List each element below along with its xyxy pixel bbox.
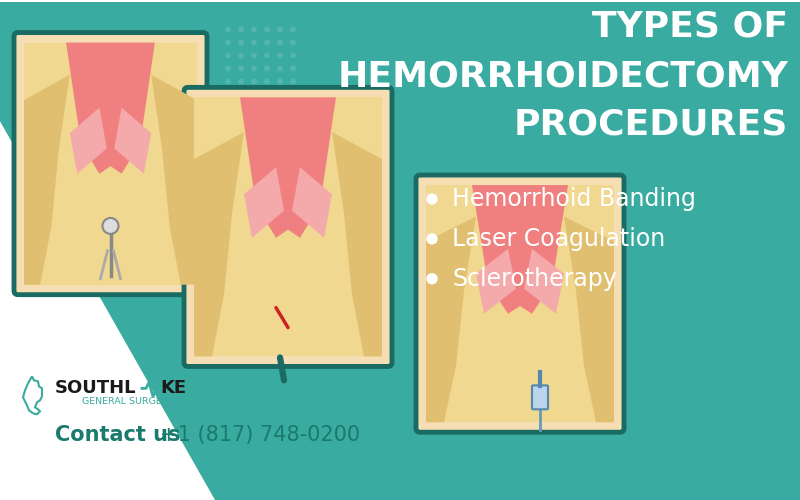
Circle shape <box>278 40 282 44</box>
Circle shape <box>239 79 243 84</box>
Circle shape <box>291 28 295 32</box>
Circle shape <box>427 274 437 283</box>
Circle shape <box>226 40 230 44</box>
Polygon shape <box>240 98 336 238</box>
Polygon shape <box>476 249 516 314</box>
Polygon shape <box>426 216 476 422</box>
Polygon shape <box>200 2 800 500</box>
Circle shape <box>239 28 243 32</box>
FancyBboxPatch shape <box>14 32 207 294</box>
Polygon shape <box>194 98 382 356</box>
Circle shape <box>252 79 256 84</box>
Polygon shape <box>114 108 151 174</box>
Text: PROCEDURES: PROCEDURES <box>514 107 788 141</box>
Text: SOUTHL: SOUTHL <box>55 380 137 398</box>
FancyBboxPatch shape <box>532 386 548 409</box>
Circle shape <box>102 218 118 234</box>
Polygon shape <box>0 2 220 500</box>
Circle shape <box>226 79 230 84</box>
Circle shape <box>278 66 282 70</box>
Polygon shape <box>426 185 614 422</box>
Circle shape <box>239 66 243 70</box>
Polygon shape <box>70 108 107 174</box>
Circle shape <box>239 54 243 58</box>
Text: HEMORRHOIDECTOMY: HEMORRHOIDECTOMY <box>338 60 788 94</box>
Circle shape <box>252 28 256 32</box>
Polygon shape <box>24 74 70 284</box>
Polygon shape <box>524 249 564 314</box>
Circle shape <box>226 66 230 70</box>
Polygon shape <box>292 168 332 238</box>
Polygon shape <box>151 74 197 284</box>
Circle shape <box>265 79 270 84</box>
Circle shape <box>291 40 295 44</box>
Text: Hemorrhoid Banding: Hemorrhoid Banding <box>452 187 696 211</box>
Circle shape <box>226 54 230 58</box>
Circle shape <box>226 28 230 32</box>
Circle shape <box>291 66 295 70</box>
Circle shape <box>291 54 295 58</box>
Polygon shape <box>472 185 568 314</box>
Circle shape <box>265 54 270 58</box>
Circle shape <box>252 40 256 44</box>
Text: Contact us: Contact us <box>55 425 181 445</box>
Text: Sclerotherapy: Sclerotherapy <box>452 266 617 290</box>
Circle shape <box>291 79 295 84</box>
Polygon shape <box>0 122 215 500</box>
Circle shape <box>278 28 282 32</box>
Text: KE: KE <box>160 380 186 398</box>
Text: Laser Coagulation: Laser Coagulation <box>452 227 666 251</box>
Circle shape <box>278 54 282 58</box>
FancyBboxPatch shape <box>416 175 624 432</box>
Circle shape <box>265 28 270 32</box>
Circle shape <box>278 79 282 84</box>
Polygon shape <box>332 132 382 356</box>
Polygon shape <box>564 216 614 422</box>
Polygon shape <box>244 168 284 238</box>
Circle shape <box>239 40 243 44</box>
Circle shape <box>252 54 256 58</box>
Circle shape <box>265 40 270 44</box>
Circle shape <box>427 194 437 204</box>
Circle shape <box>252 66 256 70</box>
Polygon shape <box>0 2 260 500</box>
FancyBboxPatch shape <box>184 88 392 366</box>
Text: GENERAL SURGERY: GENERAL SURGERY <box>82 397 174 406</box>
Text: +1 (817) 748-0200: +1 (817) 748-0200 <box>160 425 360 445</box>
Circle shape <box>265 66 270 70</box>
Polygon shape <box>24 42 197 284</box>
Circle shape <box>427 234 437 244</box>
Polygon shape <box>194 132 244 356</box>
Text: TYPES OF: TYPES OF <box>592 10 788 43</box>
Polygon shape <box>66 42 155 174</box>
